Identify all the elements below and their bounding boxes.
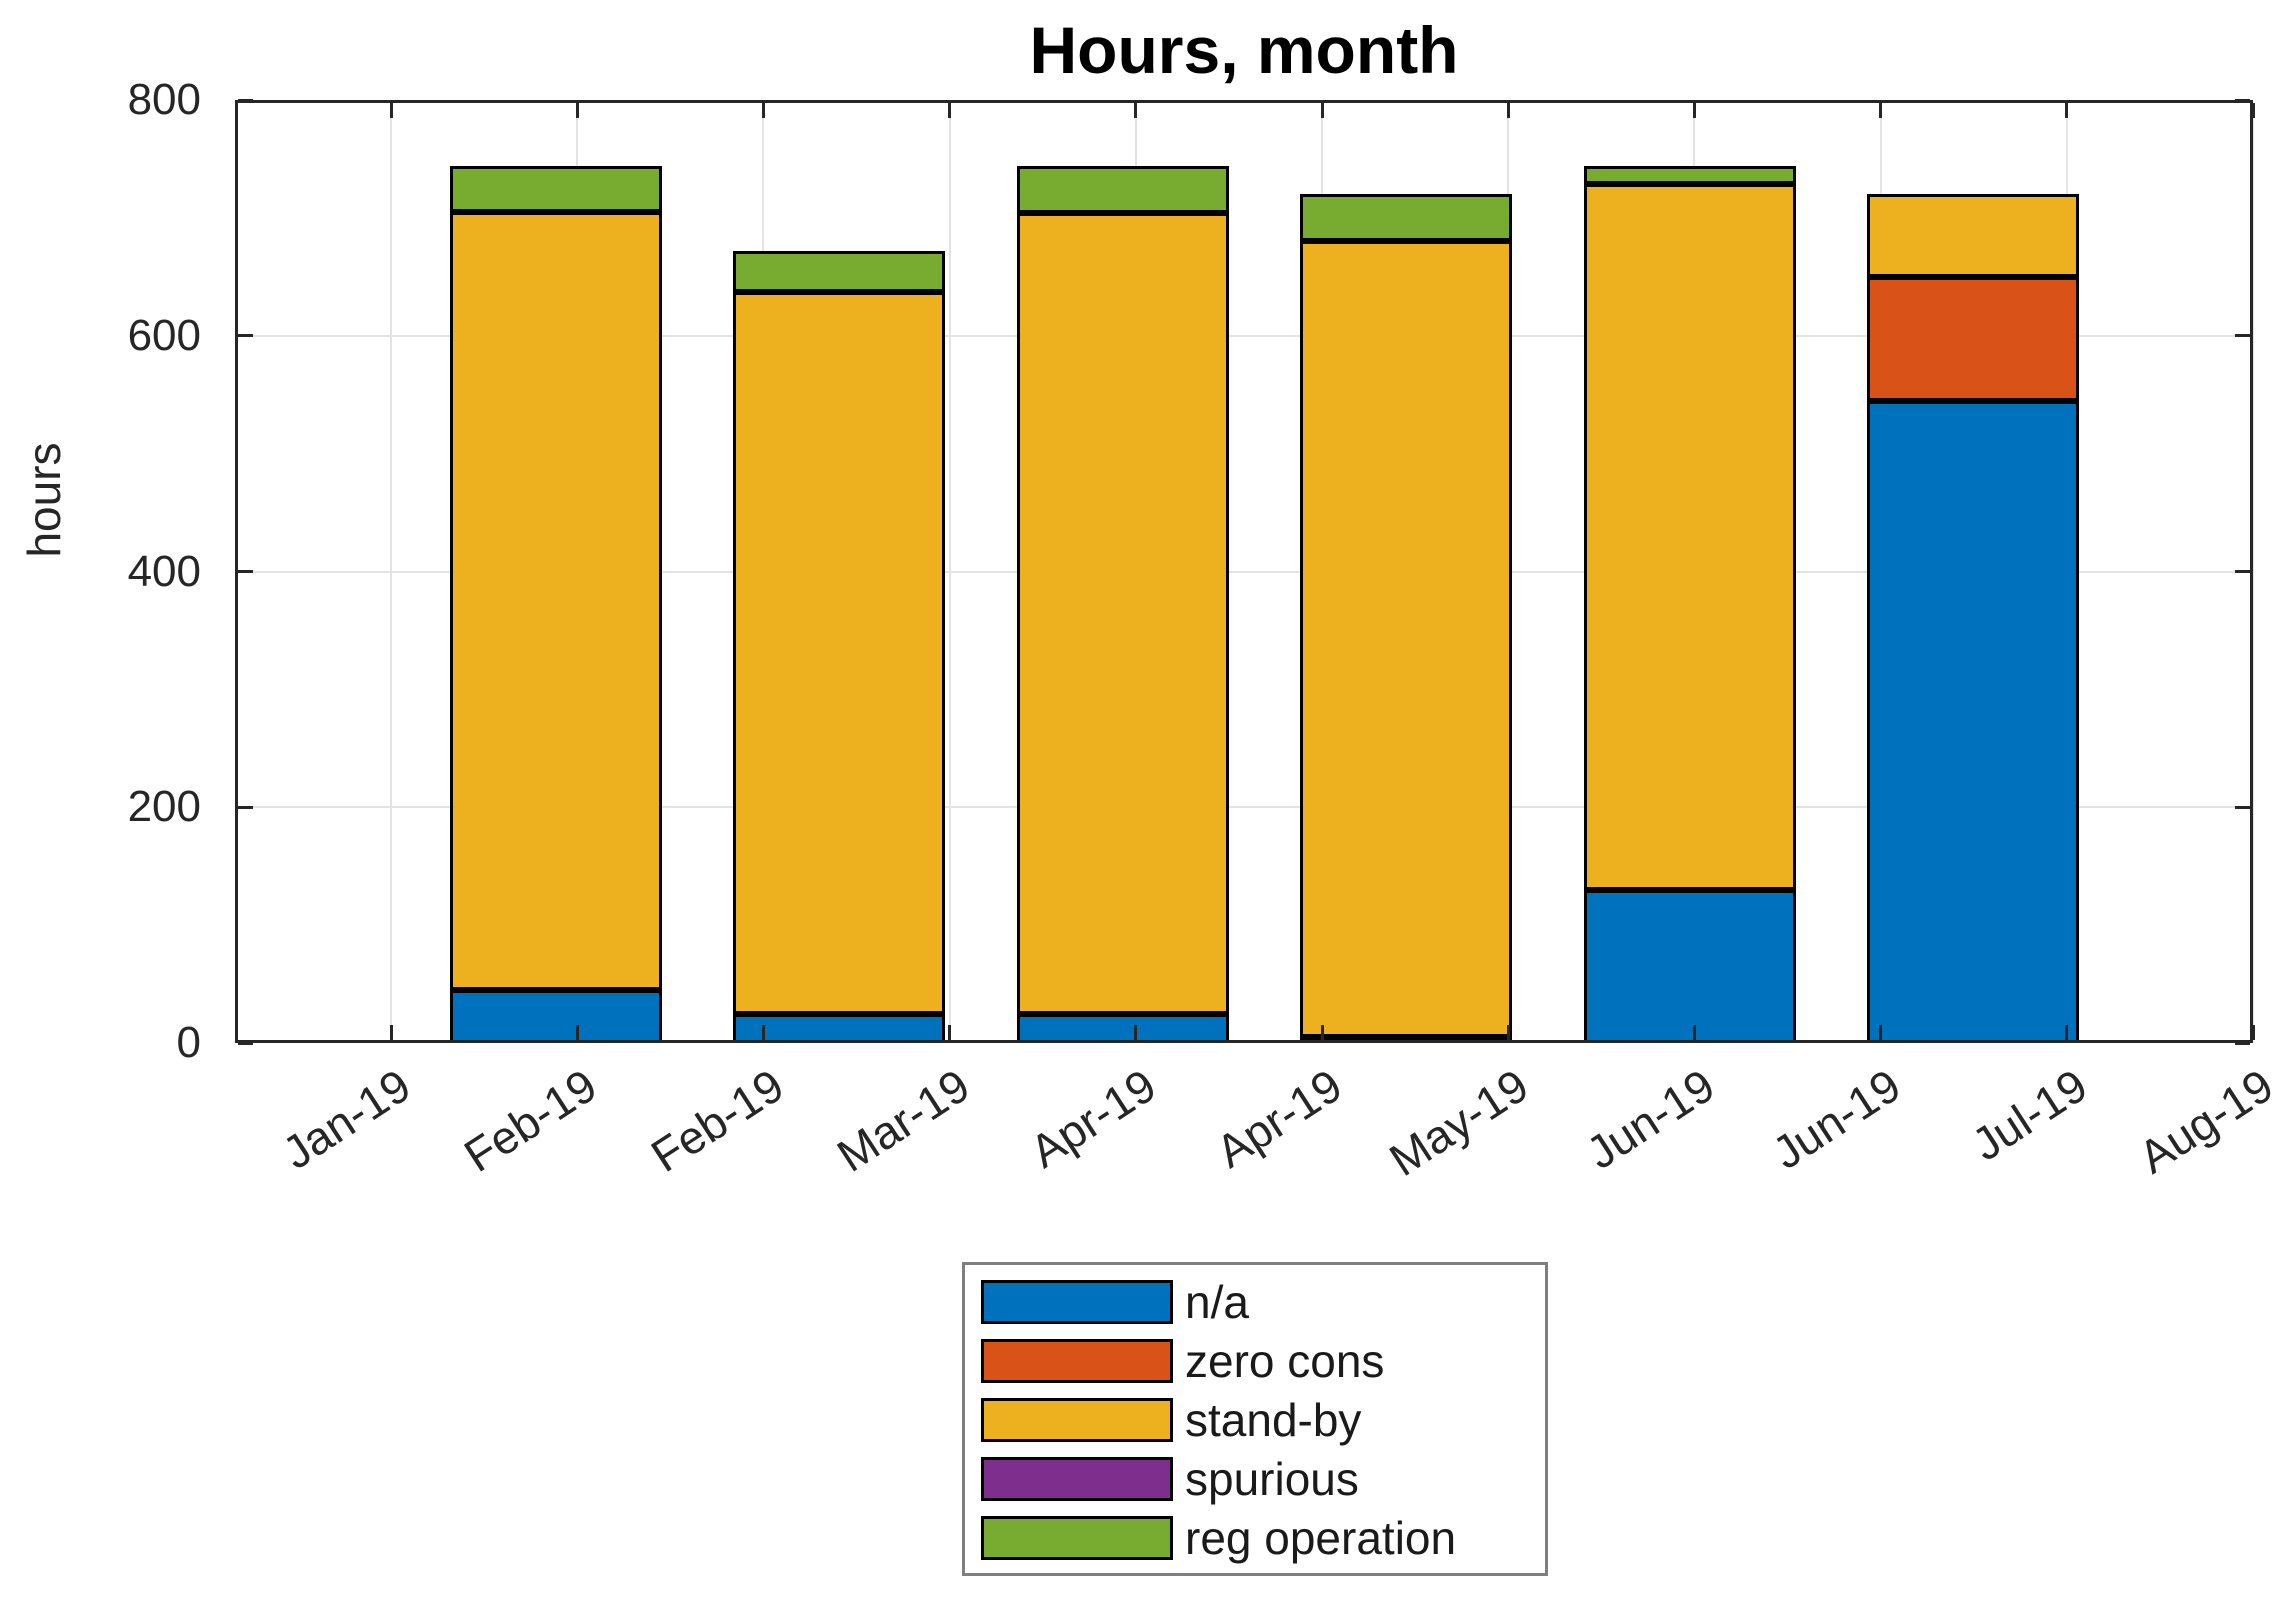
x-tick-label: Jan-19 bbox=[273, 1058, 420, 1180]
bar-segment-stand-by bbox=[733, 292, 946, 1014]
x-tick-label: May-19 bbox=[1380, 1058, 1538, 1186]
legend-label: reg operation bbox=[1185, 1512, 1457, 1564]
bar-segment-n-a bbox=[1016, 1013, 1229, 1043]
y-tick-mark bbox=[238, 570, 253, 573]
x-tick-label: Apr-19 bbox=[1206, 1058, 1351, 1178]
x-tick-mark bbox=[761, 1025, 765, 1040]
x-tick-mark-top bbox=[761, 103, 765, 118]
x-tick-mark-top bbox=[575, 103, 579, 118]
y-tick-mark-right bbox=[2235, 334, 2250, 338]
bar-segment-reg-operation bbox=[1016, 166, 1229, 214]
x-tick-mark bbox=[1506, 1025, 1510, 1040]
x-tick-mark bbox=[2065, 1025, 2069, 1040]
bar-segment-n-a bbox=[1867, 400, 2079, 1043]
legend-entry: spurious bbox=[981, 1456, 1535, 1502]
x-tick-mark-top bbox=[1134, 103, 1138, 118]
y-tick-label: 800 bbox=[127, 75, 201, 124]
horizontal-gridline bbox=[238, 570, 2250, 573]
x-tick-label: Jun-19 bbox=[1763, 1058, 1910, 1180]
x-tick-label: Aug-19 bbox=[2129, 1058, 2275, 1184]
chart-title: Hours, month bbox=[1029, 13, 1459, 87]
bar-segment-reg-operation bbox=[1300, 194, 1513, 242]
legend-swatch-zero-cons bbox=[981, 1339, 1173, 1383]
bar-segment-stand-by bbox=[1867, 194, 2079, 277]
x-tick-label: Feb-19 bbox=[641, 1058, 793, 1182]
x-tick-mark bbox=[1320, 1025, 1324, 1040]
x-tick-mark bbox=[389, 1025, 393, 1040]
legend-label: stand-by bbox=[1185, 1394, 1362, 1446]
bar-segment-n-a bbox=[450, 989, 662, 1043]
y-tick-label: 200 bbox=[127, 782, 201, 832]
x-tick-mark-top bbox=[389, 103, 393, 118]
legend-swatch-spurious bbox=[981, 1457, 1173, 1501]
x-tick-label: Jul-19 bbox=[1962, 1058, 2096, 1171]
x-tick-mark bbox=[948, 1025, 952, 1040]
y-tick-label: 600 bbox=[127, 310, 201, 360]
x-tick-mark bbox=[1692, 1025, 1696, 1040]
y-tick-mark bbox=[238, 805, 253, 809]
y-tick-mark bbox=[238, 334, 253, 338]
y-tick-label: 400 bbox=[127, 546, 201, 596]
x-tick-mark-top bbox=[1879, 103, 1883, 118]
bar-segment-reg-operation bbox=[450, 166, 662, 212]
bar-segment-stand-by bbox=[1016, 213, 1229, 1014]
y-tick-mark-right bbox=[2235, 98, 2250, 102]
legend-label: zero cons bbox=[1185, 1335, 1385, 1387]
x-tick-mark bbox=[1134, 1025, 1138, 1040]
bar-segment-zero-cons bbox=[1867, 276, 2079, 401]
y-tick-mark-right bbox=[2235, 1041, 2250, 1045]
x-tick-mark-top bbox=[948, 103, 952, 118]
bar-segment-n-a bbox=[1300, 1037, 1513, 1044]
legend-swatch-n-a bbox=[981, 1280, 1173, 1324]
x-tick-mark-top bbox=[1506, 103, 1510, 118]
y-tick-label: 0 bbox=[176, 1018, 201, 1067]
x-tick-mark-top bbox=[1320, 103, 1324, 118]
legend-entry: stand-by bbox=[981, 1397, 1535, 1443]
bar-segment-reg-operation bbox=[1583, 166, 1796, 184]
legend-entry: reg operation bbox=[981, 1515, 1535, 1561]
y-axis-label: hours bbox=[18, 442, 70, 558]
legend-label: spurious bbox=[1185, 1453, 1359, 1505]
legend-label: n/a bbox=[1185, 1276, 1249, 1328]
legend-swatch-stand-by bbox=[981, 1398, 1173, 1442]
y-tick-mark-right bbox=[2235, 805, 2250, 809]
bar-segment-n-a bbox=[1583, 889, 1796, 1043]
legend-entry: zero cons bbox=[981, 1338, 1535, 1384]
y-tick-mark bbox=[238, 98, 253, 102]
x-tick-mark-top bbox=[2251, 103, 2255, 118]
vertical-gridline bbox=[2252, 103, 2254, 1040]
x-tick-label: Mar-19 bbox=[827, 1058, 979, 1182]
y-tick-mark bbox=[238, 1041, 253, 1045]
x-tick-mark-top bbox=[1692, 103, 1696, 118]
x-tick-mark bbox=[1879, 1025, 1883, 1040]
y-tick-mark-right bbox=[2235, 570, 2250, 573]
horizontal-gridline bbox=[238, 334, 2250, 337]
bar-segment-stand-by bbox=[1583, 183, 1796, 890]
bar-segment-n-a bbox=[733, 1013, 946, 1043]
x-tick-label: Feb-19 bbox=[455, 1058, 607, 1182]
legend: n/a zero cons stand-by spurious reg operatio… bbox=[962, 1262, 1548, 1576]
bar-segment-stand-by bbox=[450, 211, 662, 990]
x-tick-label: Apr-19 bbox=[1020, 1058, 1165, 1178]
x-tick-mark-top bbox=[2065, 103, 2069, 118]
x-tick-label: Jun-19 bbox=[1576, 1058, 1724, 1180]
x-tick-mark bbox=[2251, 1025, 2255, 1040]
x-tick-mark bbox=[575, 1025, 579, 1040]
bar-segment-reg-operation bbox=[733, 250, 946, 293]
legend-swatch-reg-operation bbox=[981, 1516, 1173, 1560]
horizontal-gridline bbox=[238, 806, 2250, 809]
legend-entry: n/a bbox=[981, 1279, 1535, 1325]
bar-segment-stand-by bbox=[1300, 241, 1513, 1038]
